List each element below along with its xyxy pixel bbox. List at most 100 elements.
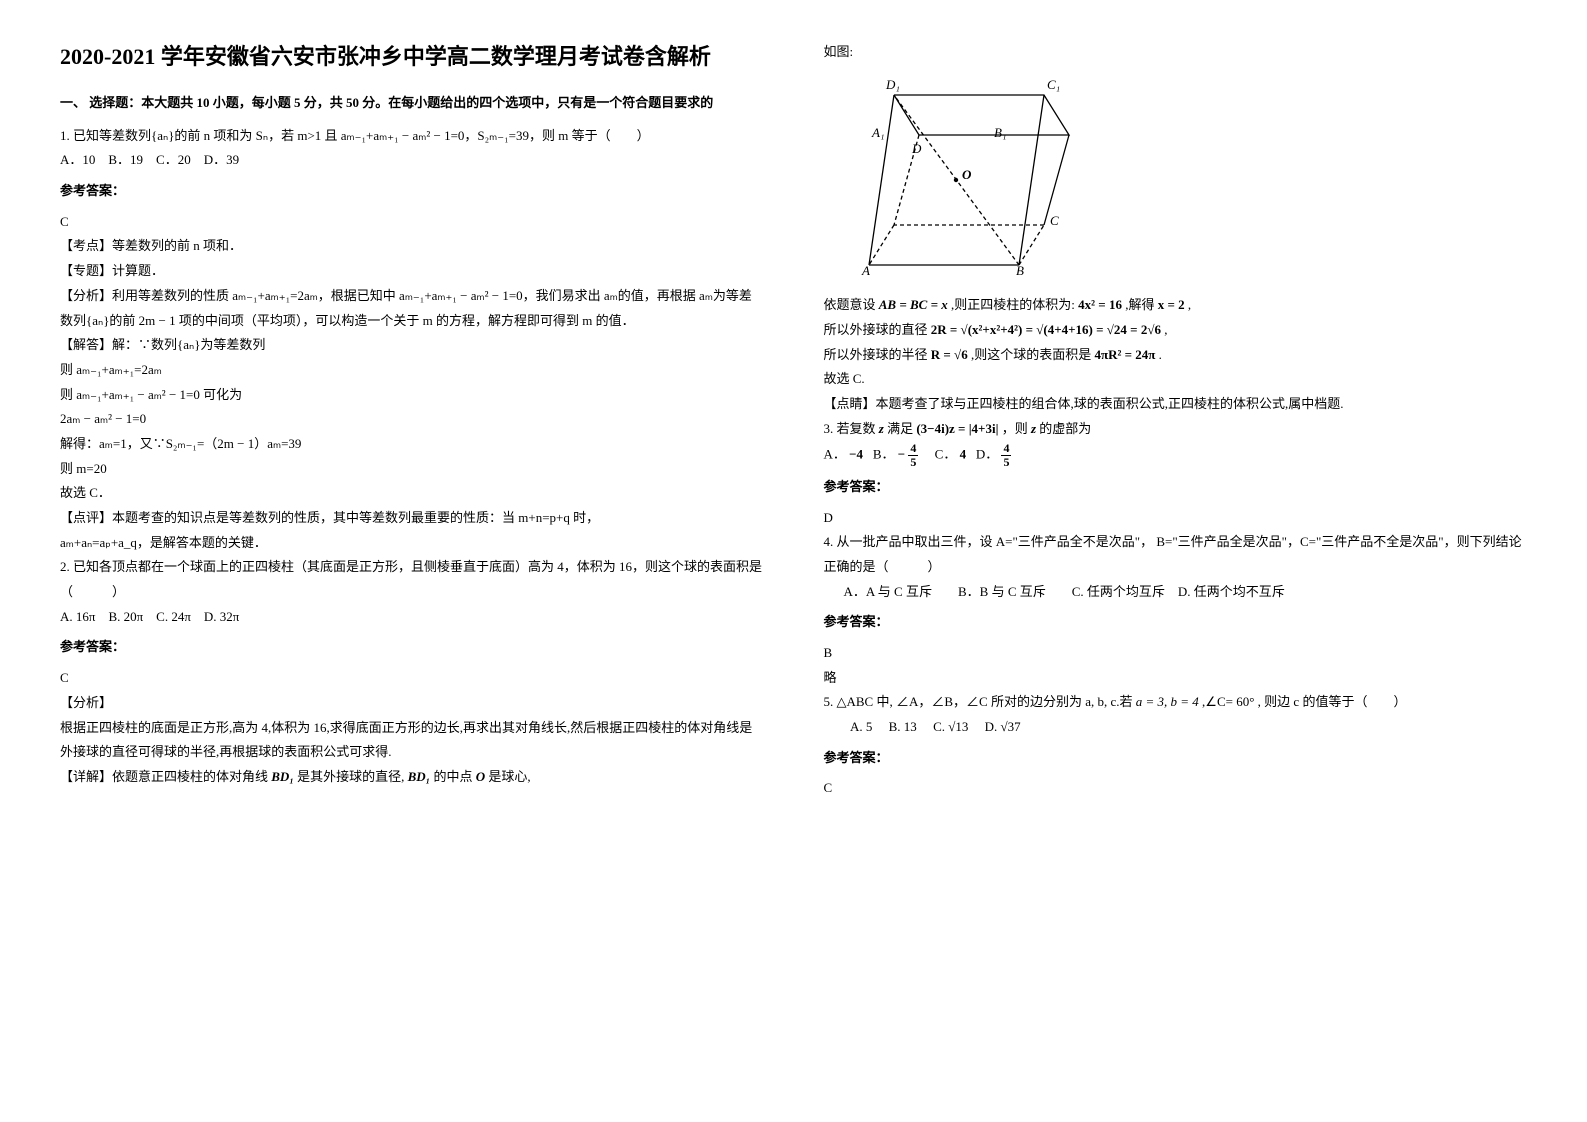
q1-options: A．10 B．19 C．20 D．39	[60, 148, 764, 173]
edge-b1b-hidden	[1019, 95, 1044, 265]
q5-b: B. 13	[889, 719, 917, 734]
lbl-c: C	[1050, 213, 1059, 228]
q4-stem: 4. 从一批产品中取出三件，设 A="三件产品全不是次品"， B="三件产品全是…	[824, 530, 1528, 579]
q3-b-frac: 4 5	[908, 442, 918, 469]
q1-stem: 1. 已知等差数列{aₙ}的前 n 项和为 Sₙ，若 m>1 且 aₘ₋₁+aₘ…	[60, 124, 764, 149]
q5-ang: 60°	[1236, 694, 1254, 709]
q3sc: ，则	[1002, 421, 1031, 436]
r-line-5: 【点睛】本题考查了球与正四棱柱的组合体,球的表面积公式,正四棱柱的体积公式,属中…	[824, 392, 1528, 417]
q2-exp-3b: 是其外接球的直径,	[297, 769, 408, 784]
q3z1: z	[879, 421, 884, 436]
q1-exp-6: 则 aₘ₋₁+aₘ₊₁ − aₘ² − 1=0 可化为	[60, 383, 764, 408]
right-column: 如图:	[824, 40, 1528, 801]
lbl-c1: C₁	[1047, 77, 1060, 92]
f-s: 4πR² = 24π	[1094, 347, 1155, 362]
q3-c-lbl: C．	[935, 446, 957, 461]
q3-a-val: −4	[849, 446, 863, 461]
q4-opts: A．A 与 C 互斥 B．B 与 C 互斥 C. 任两个均互斥 D. 任两个均不…	[844, 580, 1528, 605]
lbl-o: O	[962, 167, 972, 182]
q1-ref-label: 参考答案：	[60, 179, 764, 204]
r2: 所以外接球的直径	[824, 322, 931, 337]
q2-exp-1: 【分析】	[60, 691, 764, 716]
q5sa: 5. △ABC 中, ∠A，∠B，∠C 所对的边分别为 a, b, c.若	[824, 694, 1136, 709]
q3-d-den: 5	[1001, 456, 1011, 469]
q1-answer: C	[60, 210, 764, 235]
edge-da	[869, 225, 894, 265]
f-2r: 2R = √(x²+x²+4²) = √(4+4+16) = √24 = 2√6	[931, 322, 1161, 337]
q3-b-den: 5	[908, 456, 918, 469]
q1-exp-2: 【专题】计算题．	[60, 259, 764, 284]
lbl-b1: B₁	[994, 125, 1006, 140]
as-figure-label: 如图:	[824, 40, 1528, 65]
r3a: 所以外接球的半径	[824, 347, 931, 362]
q5sc: , 则边 c 的值等于（ ）	[1258, 694, 1407, 709]
q2-exp-3: 【详解】依题意正四棱柱的体对角线 BD₁ 是其外接球的直径, BD₁ 的中点 O…	[60, 765, 764, 790]
r-line-1: 依题意设 AB = BC = x ,则正四棱柱的体积为: 4x² = 16 ,解…	[824, 293, 1528, 318]
point-o	[953, 177, 957, 181]
q1-exp-5: 则 aₘ₋₁+aₘ₊₁=2aₘ	[60, 358, 764, 383]
q1-exp-4: 【解答】解：∵数列{aₙ}为等差数列	[60, 333, 764, 358]
q3z2: z	[1031, 421, 1036, 436]
lbl-a1: A₁	[871, 125, 884, 140]
q1-exp-10: 故选 C．	[60, 481, 764, 506]
lbl-d1: D₁	[885, 77, 900, 92]
left-column: 2020-2021 学年安徽省六安市张冲乡中学高二数学理月考试卷含解析 一、 选…	[60, 40, 764, 801]
q2-answer: C	[60, 666, 764, 691]
q3-b-neg: −	[898, 446, 905, 461]
q3sd: 的虚部为	[1039, 421, 1091, 436]
page-root: 2020-2021 学年安徽省六安市张冲乡中学高二数学理月考试卷含解析 一、 选…	[60, 40, 1527, 801]
r1c: ,解得	[1125, 297, 1158, 312]
q3-d-lbl: D．	[976, 446, 998, 461]
q3sa: 3. 若复数	[824, 421, 879, 436]
q4-omit: 略	[824, 666, 1528, 691]
q3-ref: 参考答案：	[824, 475, 1528, 500]
q1-exp-7: 2aₘ − aₘ² − 1=0	[60, 407, 764, 432]
edge-c1c	[1044, 135, 1069, 225]
q5-c-lbl: C.	[933, 719, 948, 734]
prism-diagram: D₁ C₁ A₁ B₁ O D C A B	[844, 75, 1528, 284]
q3-c-val: 4	[960, 446, 967, 461]
q2-ref-label: 参考答案：	[60, 635, 764, 660]
q2-exp-3a: 【详解】依题意正四棱柱的体对角线	[60, 769, 271, 784]
q3-b-lbl: B．	[873, 446, 895, 461]
q1-exp-3: 【分析】利用等差数列的性质 aₘ₋₁+aₘ₊₁=2aₘ，根据已知中 aₘ₋₁+a…	[60, 284, 764, 333]
q5-stem: 5. △ABC 中, ∠A，∠B，∠C 所对的边分别为 a, b, c.若 a …	[824, 690, 1528, 715]
q1-exp-1: 【考点】等差数列的前 n 项和．	[60, 234, 764, 259]
o-sym: O	[476, 769, 485, 784]
q3-a-lbl: A．	[824, 446, 846, 461]
q4-ans: B	[824, 641, 1528, 666]
section-1-head: 一、 选择题：本大题共 10 小题，每小题 5 分，共 50 分。在每小题给出的…	[60, 91, 764, 116]
q1-exp-8: 解得：aₘ=1，又∵S₂ₘ₋₁=（2m − 1）aₘ=39	[60, 432, 764, 457]
lbl-b: B	[1016, 263, 1024, 275]
q1-exp-12: aₘ+aₙ=aₚ+a_q，是解答本题的关键．	[60, 531, 764, 556]
q5-d-val: √37	[1001, 719, 1021, 734]
lbl-d-top: D	[911, 141, 922, 156]
q5-ab: a = 3, b = 4	[1136, 694, 1199, 709]
r3b: ,则这个球的表面积是	[971, 347, 1095, 362]
q3-options: A． −4 B． − 4 5 C． 4 D． 4 5	[824, 442, 1528, 469]
q4-stem-text: 4. 从一批产品中取出三件，设 A="三件产品全不是次品"， B="三件产品全是…	[824, 534, 1522, 574]
bd1-sym-1: BD₁	[271, 769, 294, 784]
q5-c-val: √13	[948, 719, 968, 734]
r1a: 依题意设	[824, 297, 879, 312]
prism-svg: D₁ C₁ A₁ B₁ O D C A B	[844, 75, 1104, 275]
r-line-3: 所以外接球的半径 R = √6 ,则这个球的表面积是 4πR² = 24π .	[824, 343, 1528, 368]
q3-d-frac: 4 5	[1001, 442, 1011, 469]
q3-d-num: 4	[1001, 442, 1011, 456]
f-abbc: AB = BC = x	[879, 297, 948, 312]
q3eq: (3−4i)z = |4+3i|	[916, 421, 998, 436]
q3-b-num: 4	[908, 442, 918, 456]
q3-stem: 3. 若复数 z 满足 (3−4i)z = |4+3i| ，则 z 的虚部为	[824, 417, 1528, 442]
q2-exp-3d: 是球心,	[488, 769, 530, 784]
edge-a1a	[869, 95, 894, 265]
q5-opts: A. 5 B. 13 C. √13 D. √37	[844, 715, 1528, 740]
f-r: R = √6	[931, 347, 968, 362]
r1b: ,则正四棱柱的体积为:	[951, 297, 1078, 312]
q2-exp-3c: 的中点	[433, 769, 475, 784]
r-line-2: 所以外接球的直径 2R = √(x²+x²+4²) = √(4+4+16) = …	[824, 318, 1528, 343]
q4-ref: 参考答案：	[824, 610, 1528, 635]
f-x2: x = 2	[1158, 297, 1185, 312]
q2-options: A. 16π B. 20π C. 24π D. 32π	[60, 605, 764, 630]
q3-ans: D	[824, 506, 1528, 531]
q5sb: ,∠C=	[1202, 694, 1236, 709]
